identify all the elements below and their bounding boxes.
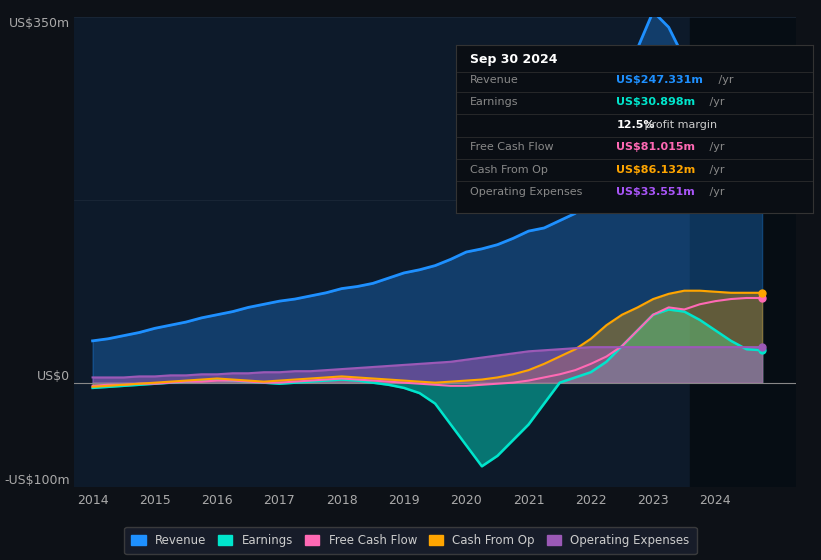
Text: Revenue: Revenue — [470, 75, 519, 85]
Text: profit margin: profit margin — [641, 120, 718, 130]
Text: /yr: /yr — [706, 165, 724, 175]
Text: US$350m: US$350m — [9, 17, 71, 30]
Text: /yr: /yr — [714, 75, 733, 85]
Text: /yr: /yr — [706, 187, 724, 197]
Text: US$33.551m: US$33.551m — [617, 187, 695, 197]
Text: Cash From Op: Cash From Op — [470, 165, 548, 175]
Text: Earnings: Earnings — [470, 97, 518, 108]
Text: -US$100m: -US$100m — [5, 474, 71, 487]
Text: 12.5%: 12.5% — [617, 120, 655, 130]
Text: Operating Expenses: Operating Expenses — [470, 187, 582, 197]
Text: US$30.898m: US$30.898m — [617, 97, 695, 108]
Text: US$0: US$0 — [37, 370, 71, 382]
Text: /yr: /yr — [706, 142, 724, 152]
Bar — [690, 17, 796, 487]
Text: US$86.132m: US$86.132m — [617, 165, 695, 175]
Text: Sep 30 2024: Sep 30 2024 — [470, 53, 557, 66]
Text: US$247.331m: US$247.331m — [617, 75, 704, 85]
Text: /yr: /yr — [706, 97, 724, 108]
Legend: Revenue, Earnings, Free Cash Flow, Cash From Op, Operating Expenses: Revenue, Earnings, Free Cash Flow, Cash … — [124, 527, 697, 554]
Text: US$81.015m: US$81.015m — [617, 142, 695, 152]
Text: Free Cash Flow: Free Cash Flow — [470, 142, 553, 152]
